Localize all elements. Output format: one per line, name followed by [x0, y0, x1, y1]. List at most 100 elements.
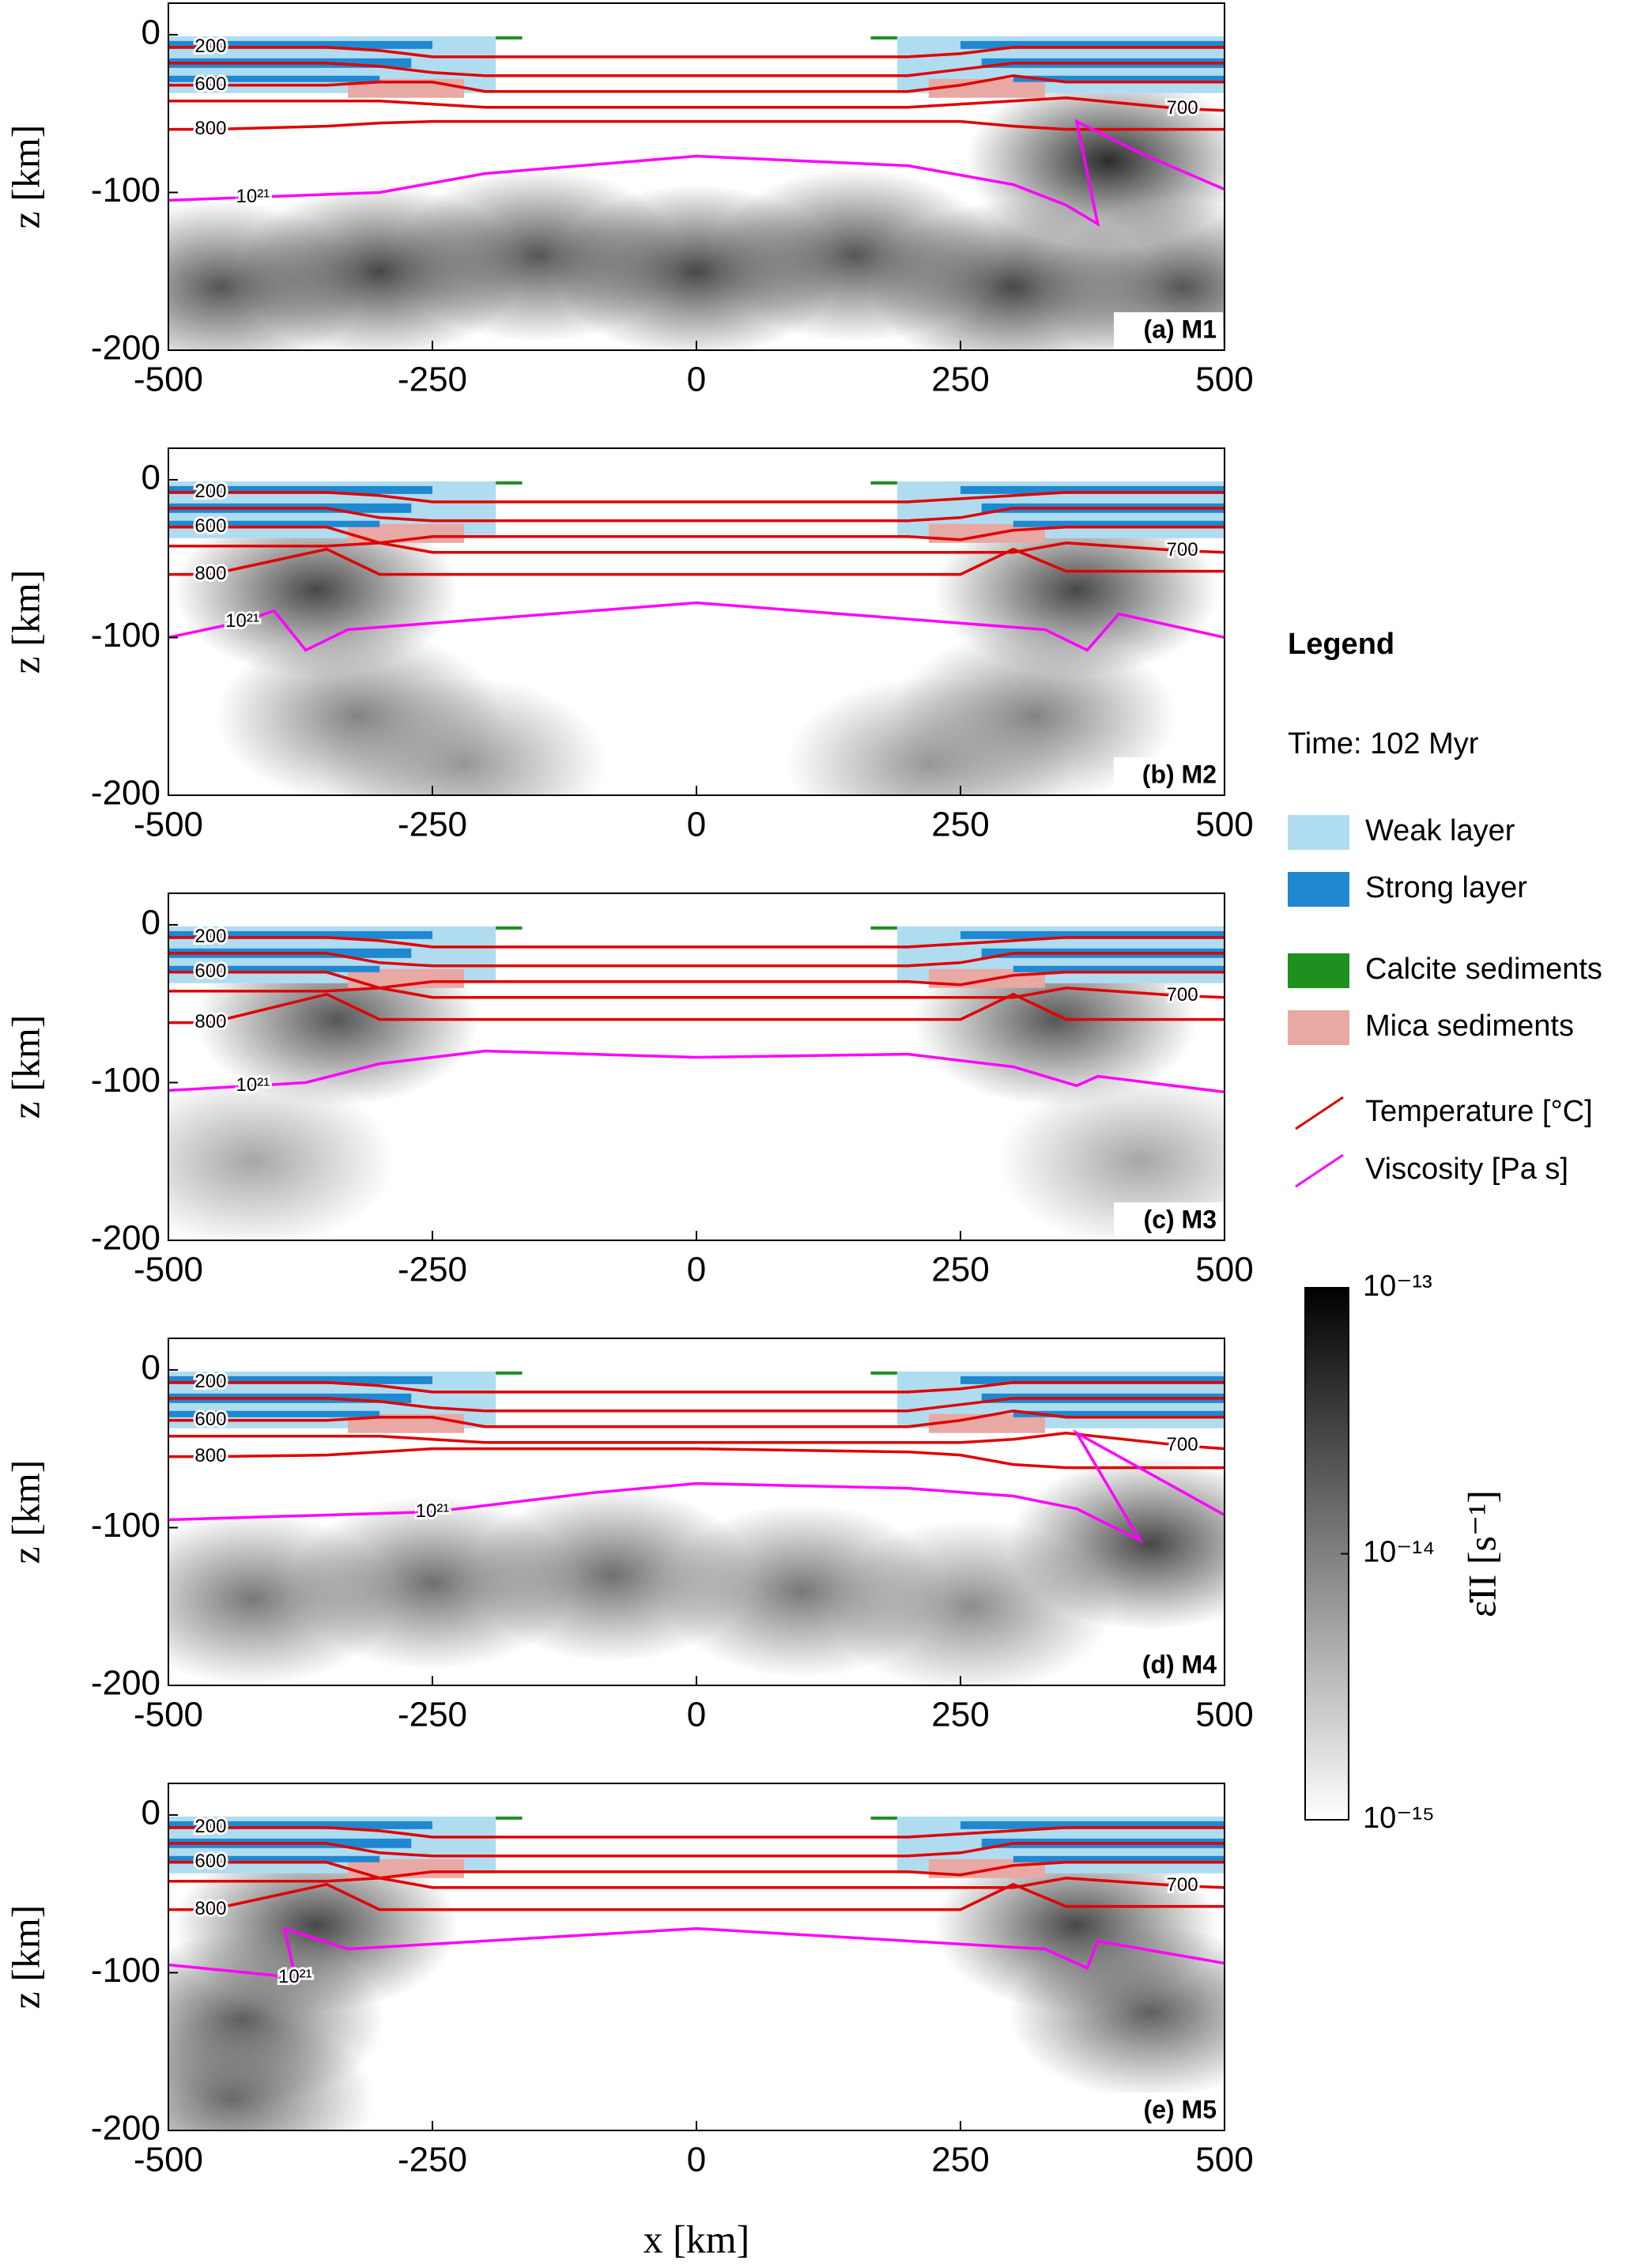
- legend-swatch: [1288, 815, 1349, 850]
- contour-line: [168, 1861, 1225, 1880]
- x-tick-label: 250: [931, 806, 989, 844]
- layer-block: [1013, 1855, 1225, 1862]
- y-tick-label: 0: [142, 459, 160, 497]
- contour-line: [168, 1397, 1225, 1413]
- x-tick-label: 500: [1195, 360, 1253, 399]
- contour-label: 10²¹: [225, 610, 259, 632]
- contour-label: 600: [194, 515, 226, 537]
- layer-block: [1013, 965, 1225, 972]
- x-tick-label: -500: [134, 1696, 203, 1734]
- layer-block: [168, 40, 432, 49]
- y-tick-label: -100: [91, 171, 160, 209]
- contour-label: 700: [1167, 1434, 1198, 1455]
- strain-rate-blob: [168, 1074, 395, 1240]
- contour-label: 200: [194, 36, 226, 57]
- y-tick-label: -200: [91, 774, 160, 813]
- y-tick-label: -100: [91, 1506, 160, 1545]
- contour-label: 10²¹: [278, 1966, 312, 1987]
- y-tick-label: -200: [91, 1664, 160, 1703]
- contour-line: [168, 541, 1225, 554]
- legend-time: Time: 102 Myr: [1288, 727, 1479, 760]
- strain-rate-blob: [998, 1074, 1225, 1240]
- legend-label: Temperature [°C]: [1365, 1095, 1593, 1128]
- layer-block: [496, 926, 523, 930]
- legend-swatch: [1288, 872, 1349, 907]
- layer-block: [496, 1371, 523, 1375]
- contour-line: [168, 1882, 1225, 1911]
- legend-label: Mica sediments: [1365, 1009, 1574, 1043]
- contour-line: [168, 971, 1225, 990]
- x-tick-label: 0: [687, 360, 706, 399]
- legend-line: [1295, 1153, 1344, 1188]
- panel-label-bg: [1114, 312, 1223, 349]
- layer-block: [928, 78, 1045, 98]
- contour-line: [168, 491, 1225, 504]
- layer-block: [870, 481, 897, 485]
- contour-line: [168, 526, 1225, 545]
- panel: [168, 926, 1225, 1240]
- y-tick-label: 0: [142, 13, 160, 52]
- panel: [168, 1371, 1225, 1685]
- legend-label: Viscosity [Pa s]: [1365, 1153, 1568, 1186]
- contour-line: [168, 1826, 1225, 1839]
- strain-rate-blob: [322, 677, 607, 795]
- layer-block: [928, 1413, 1045, 1433]
- layer-block: [168, 1410, 380, 1417]
- x-tick-label: -500: [134, 1251, 203, 1289]
- layer-block: [1013, 520, 1225, 527]
- layer-block: [960, 40, 1225, 49]
- panel: [168, 36, 1225, 350]
- y-axis-label: z [km]: [3, 1905, 47, 2010]
- legend-swatch: [1288, 953, 1349, 988]
- x-axis-label: x [km]: [643, 2217, 750, 2261]
- layer-block: [928, 523, 1045, 543]
- contour-label: 200: [194, 481, 226, 502]
- strain-rate-blob: [786, 677, 1071, 795]
- x-tick-label: 250: [931, 1696, 989, 1734]
- x-tick-label: 0: [687, 1696, 706, 1734]
- colorbar-tick-label: 10⁻¹⁴: [1363, 1536, 1435, 1569]
- y-tick-label: -100: [91, 1061, 160, 1100]
- contour-label: 700: [1167, 984, 1198, 1006]
- contour-line: [168, 952, 1225, 968]
- layer-block: [168, 1855, 380, 1862]
- layer-block: [870, 1816, 897, 1820]
- contour-line: [168, 601, 1225, 652]
- y-tick-label: -200: [91, 2109, 160, 2148]
- x-tick-label: -250: [398, 1251, 467, 1289]
- x-tick-label: 250: [931, 360, 989, 399]
- contour-line: [168, 992, 1225, 1025]
- x-tick-label: 500: [1195, 1696, 1253, 1734]
- x-tick-label: 500: [1195, 1251, 1253, 1289]
- contour-label: 800: [194, 1898, 226, 1919]
- panel-label-bg: [1114, 2093, 1223, 2129]
- y-tick-label: -100: [91, 616, 160, 655]
- panel: [168, 1816, 1225, 2130]
- contour-label: 10²¹: [236, 1074, 270, 1096]
- layer-block: [960, 485, 1225, 494]
- y-tick-label: 0: [142, 904, 160, 942]
- contour-line: [168, 936, 1225, 949]
- y-tick-label: 0: [142, 1349, 160, 1387]
- x-tick-label: -250: [398, 2141, 467, 2179]
- contour-label: 800: [194, 118, 226, 139]
- strain-rate-blob: [1008, 1925, 1225, 2100]
- contour-line: [168, 1409, 1225, 1428]
- contour-line: [168, 1431, 1225, 1451]
- contour-label: 700: [1167, 97, 1198, 119]
- contour-line: [168, 1447, 1225, 1470]
- contour-line: [168, 1926, 1225, 1979]
- x-tick-label: -500: [134, 806, 203, 844]
- contour-line: [168, 1842, 1225, 1858]
- legend-label: Weak layer: [1365, 814, 1515, 847]
- contour-label: 600: [194, 960, 226, 982]
- x-tick-label: 250: [931, 2141, 989, 2179]
- panel-label-bg: [1114, 1202, 1223, 1239]
- contour-label: 800: [194, 1445, 226, 1466]
- y-tick-label: -100: [91, 1951, 160, 1990]
- panel-label-bg: [1114, 1647, 1223, 1684]
- contour-line: [168, 74, 1225, 93]
- legend-swatch: [1288, 1010, 1349, 1045]
- layer-block: [496, 481, 523, 485]
